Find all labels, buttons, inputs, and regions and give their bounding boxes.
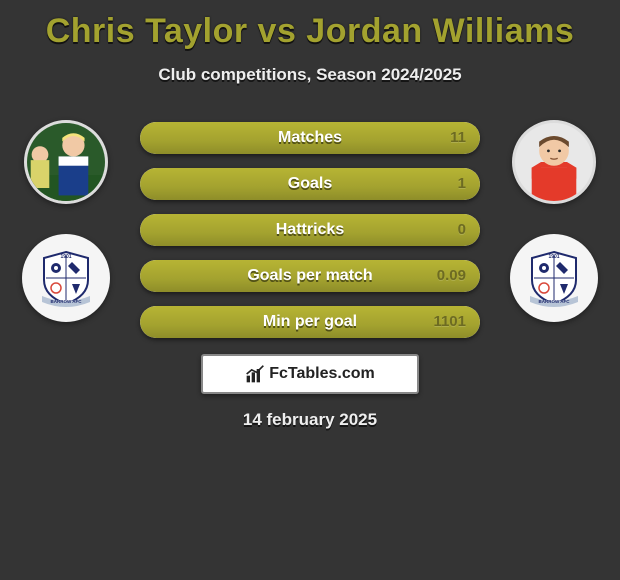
svg-text:1901: 1901: [60, 254, 71, 260]
date-text: 14 february 2025: [0, 410, 620, 430]
stat-label: Min per goal: [140, 306, 480, 338]
stat-row: Hattricks 0: [140, 214, 480, 246]
player-right-club-badge: 1901 BARROW AFC: [510, 234, 598, 322]
club-badge-icon: 1901 BARROW AFC: [524, 248, 584, 308]
stat-row: Goals 1: [140, 168, 480, 200]
stat-row: Matches 11: [140, 122, 480, 154]
stat-value: 0.09: [437, 260, 466, 292]
svg-text:1901: 1901: [548, 254, 559, 260]
player-left-club-badge: 1901 BARROW AFC: [22, 234, 110, 322]
club-badge-icon: 1901 BARROW AFC: [36, 248, 96, 308]
player-right-avatar: [512, 120, 596, 204]
right-avatar-column: 1901 BARROW AFC: [510, 120, 598, 322]
site-brand-text: FcTables.com: [269, 365, 375, 383]
player-right-avatar-icon: [515, 123, 593, 201]
stat-row: Goals per match 0.09: [140, 260, 480, 292]
stat-label: Goals per match: [140, 260, 480, 292]
left-avatar-column: 1901 BARROW AFC: [22, 120, 110, 322]
page-title: Chris Taylor vs Jordan Williams: [0, 0, 620, 51]
stat-value: 1: [458, 168, 466, 200]
stat-value: 1101: [433, 306, 466, 338]
stat-value: 11: [450, 122, 466, 154]
subtitle: Club competitions, Season 2024/2025: [0, 65, 620, 85]
stat-value: 0: [458, 214, 466, 246]
stat-label: Matches: [140, 122, 480, 154]
chart-icon: [245, 364, 265, 384]
player-left-avatar: [24, 120, 108, 204]
stat-bars: Matches 11 Goals 1 Hattricks 0 Goals per…: [140, 122, 480, 338]
player-left-avatar-icon: [27, 123, 105, 201]
svg-text:BARROW AFC: BARROW AFC: [538, 299, 570, 304]
svg-text:BARROW AFC: BARROW AFC: [50, 299, 82, 304]
stat-row: Min per goal 1101: [140, 306, 480, 338]
stat-label: Hattricks: [140, 214, 480, 246]
stat-label: Goals: [140, 168, 480, 200]
site-brand-badge: FcTables.com: [201, 354, 419, 394]
